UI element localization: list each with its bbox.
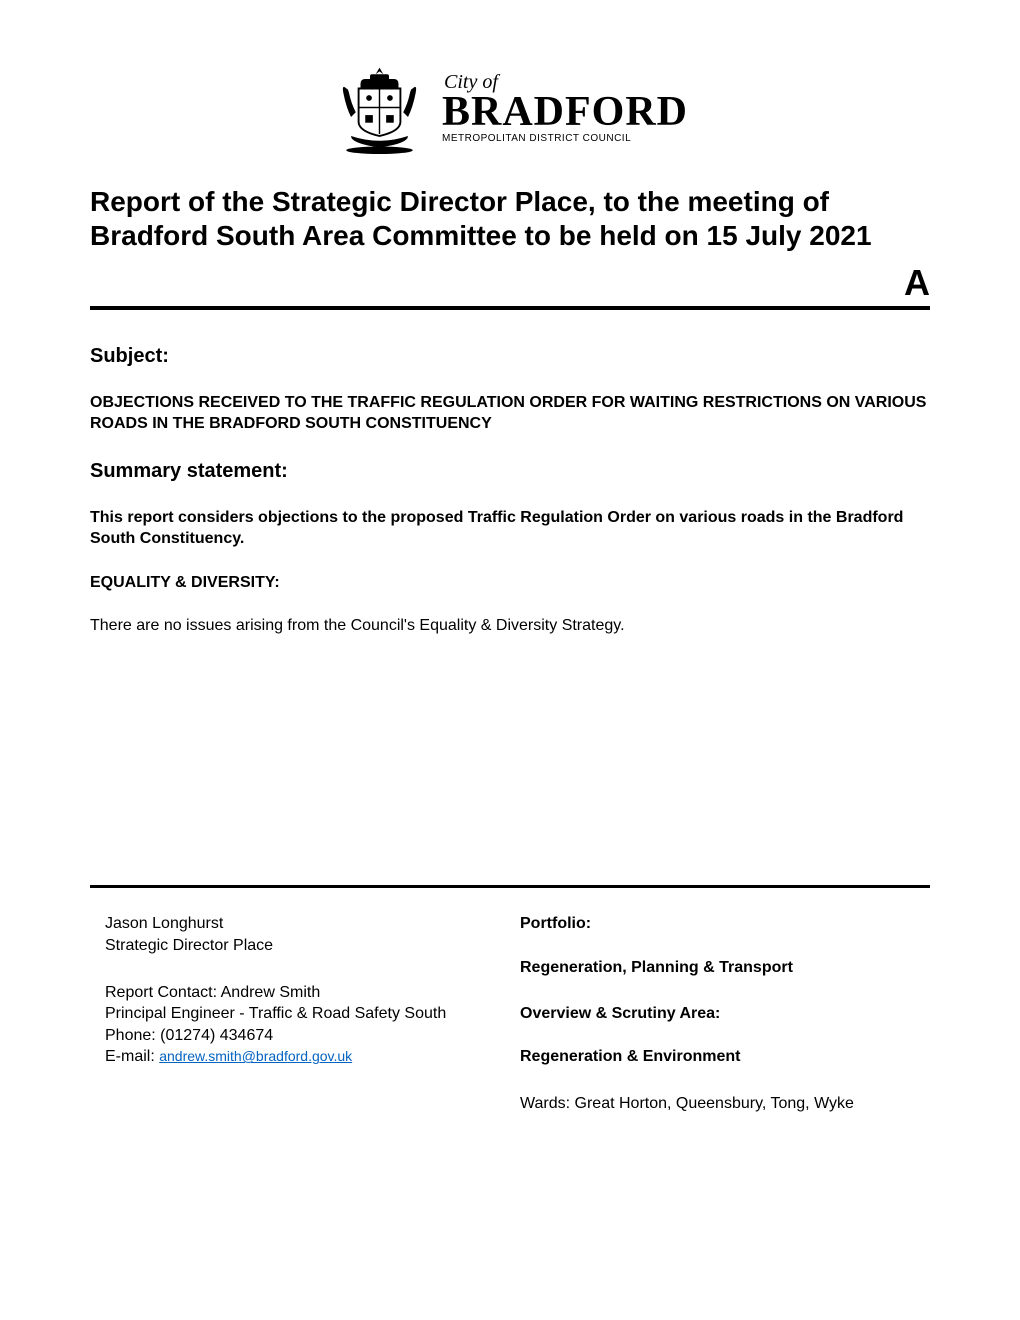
summary-text: This report considers objections to the …: [90, 508, 930, 550]
footer-right-column: Portfolio: Regeneration, Planning & Tran…: [520, 913, 915, 1114]
director-title: Strategic Director Place: [105, 935, 500, 957]
portfolio-label: Portfolio:: [520, 913, 915, 935]
crest-icon: [332, 60, 427, 155]
equality-label: EQUALITY & DIVERSITY:: [90, 574, 930, 592]
subject-text: OBJECTIONS RECEIVED TO THE TRAFFIC REGUL…: [90, 393, 930, 435]
contact-email-line: E-mail: andrew.smith@bradford.gov.uk: [105, 1046, 500, 1068]
logo-name: BRADFORD: [442, 94, 688, 132]
contact-block: Report Contact: Andrew Smith Principal E…: [105, 982, 500, 1068]
divider-top: [90, 306, 930, 310]
portfolio-block: Portfolio: Regeneration, Planning & Tran…: [520, 913, 915, 978]
spacer: [90, 660, 930, 860]
contact-phone: Phone: (01274) 434674: [105, 1025, 500, 1047]
report-title: Report of the Strategic Director Place, …: [90, 185, 930, 252]
contact-label: Report Contact: Andrew Smith: [105, 982, 500, 1004]
footer-grid: Jason Longhurst Strategic Director Place…: [90, 913, 930, 1114]
logo-subtitle: METROPOLITAN DISTRICT COUNCIL: [442, 133, 688, 144]
director-name: Jason Longhurst: [105, 913, 500, 935]
logo-container: City of BRADFORD METROPOLITAN DISTRICT C…: [90, 60, 930, 155]
footer-left-column: Jason Longhurst Strategic Director Place…: [105, 913, 500, 1114]
summary-label: Summary statement:: [90, 460, 930, 483]
scrutiny-label: Overview & Scrutiny Area:: [520, 1003, 915, 1025]
document-letter: A: [90, 262, 930, 304]
portfolio-value: Regeneration, Planning & Transport: [520, 957, 915, 979]
wards-line: Wards: Great Horton, Queensbury, Tong, W…: [520, 1093, 915, 1115]
logo-text: City of BRADFORD METROPOLITAN DISTRICT C…: [442, 71, 688, 145]
email-link[interactable]: andrew.smith@bradford.gov.uk: [159, 1048, 352, 1064]
scrutiny-value: Regeneration & Environment: [520, 1046, 915, 1068]
equality-text: There are no issues arising from the Cou…: [90, 617, 930, 635]
scrutiny-block: Overview & Scrutiny Area: Regeneration &…: [520, 1003, 915, 1068]
director-block: Jason Longhurst Strategic Director Place: [105, 913, 500, 956]
contact-title: Principal Engineer - Traffic & Road Safe…: [105, 1003, 500, 1025]
subject-label: Subject:: [90, 345, 930, 368]
email-label: E-mail:: [105, 1048, 159, 1065]
divider-bottom: [90, 885, 930, 888]
